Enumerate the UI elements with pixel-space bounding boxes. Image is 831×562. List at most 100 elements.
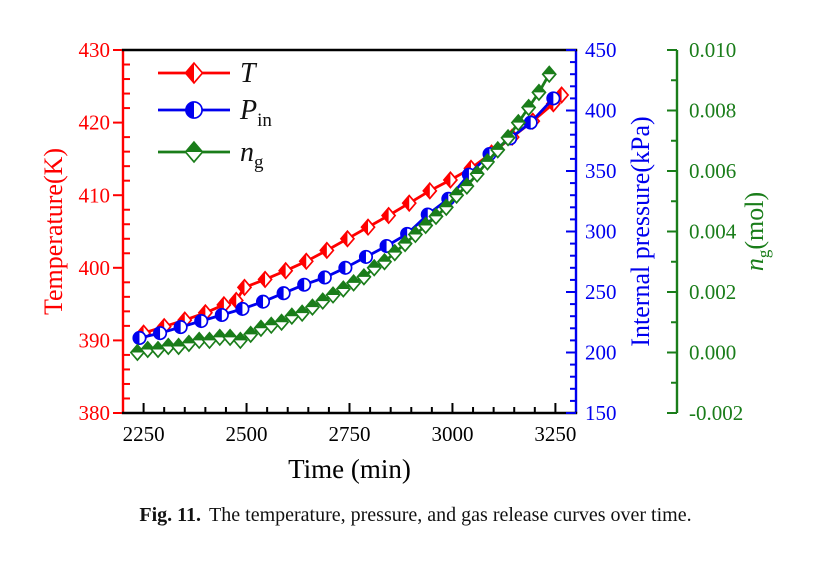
gas-tick-label: 0.008 [689, 99, 736, 123]
series-marker-n_g [213, 329, 227, 338]
series-marker-n_g [151, 341, 165, 350]
series-marker-n_g [232, 331, 248, 350]
series-marker-P_in [132, 330, 147, 346]
series-marker-n_g [140, 340, 156, 359]
series-marker-T [279, 263, 286, 279]
series-marker-P_in [358, 249, 374, 264]
series-marker-n_g [325, 286, 341, 304]
series-marker-P_in [214, 307, 229, 323]
series-marker-n_g [418, 216, 434, 235]
legend-marker-P_in [185, 101, 203, 119]
legend-marker-n_g [185, 142, 203, 152]
series-marker-P_in [153, 326, 168, 341]
series-marker-n_g [273, 313, 290, 332]
series-marker-n_g [469, 165, 485, 183]
series-marker-n_g [161, 338, 175, 347]
series-marker-n_g [356, 267, 372, 286]
series-marker-n_g [212, 328, 228, 347]
series-marker-n_g [223, 329, 237, 338]
series-marker-n_g [511, 115, 525, 123]
pressure-tick-label: 250 [585, 280, 617, 304]
series-marker-T [423, 183, 430, 199]
series-marker-n_g [510, 113, 526, 132]
series-marker-P_in [173, 320, 188, 335]
temperature-tick-label: 400 [79, 256, 111, 280]
series-marker-T [361, 219, 369, 235]
x-tick-label: 2500 [226, 422, 268, 446]
series-marker-n_g [130, 344, 144, 353]
series-line-P_in [139, 97, 555, 340]
series-marker-T [298, 252, 314, 271]
series-marker-n_g [388, 245, 402, 253]
series-marker-T [237, 279, 245, 296]
series-marker-n_g [531, 83, 547, 102]
series-marker-n_g [254, 320, 268, 329]
series-marker-T [278, 261, 294, 280]
series-marker-T [258, 271, 266, 288]
gas-tick-label: 0.002 [689, 280, 736, 304]
x-tick-label: 2250 [123, 422, 165, 446]
series-marker-T [381, 206, 397, 225]
series-marker-n_g [336, 281, 350, 289]
series-marker-n_g [244, 326, 258, 335]
temperature-tick-label: 410 [79, 183, 111, 207]
series-marker-n_g [191, 331, 207, 350]
series-marker-P_in [194, 313, 209, 329]
legend-marker-n_g [184, 140, 204, 164]
series-marker-n_g [438, 198, 454, 217]
x-tick-label: 3250 [534, 422, 576, 446]
legend-marker-T [185, 63, 194, 83]
figure-caption: Fig. 11. The temperature, pressure, and g… [0, 504, 831, 527]
pressure-axis-title: Internal pressure(kPa) [626, 116, 655, 346]
pressure-tick-label: 300 [585, 220, 617, 244]
series-marker-n_g [192, 332, 206, 341]
series-marker-n_g [335, 280, 351, 298]
series-marker-n_g [357, 269, 371, 277]
series-marker-n_g [376, 252, 393, 271]
series-marker-n_g [541, 65, 557, 84]
series-marker-n_g [542, 66, 556, 75]
series-marker-n_g [315, 292, 331, 310]
series-marker-n_g [347, 275, 361, 283]
series-marker-T [401, 194, 417, 213]
series-marker-n_g [243, 325, 259, 344]
series-marker-T [402, 195, 410, 211]
series-marker-T [422, 181, 438, 200]
series-marker-n_g [202, 332, 216, 341]
pressure-tick-label: 150 [585, 401, 617, 425]
pressure-tick-label: 450 [585, 38, 617, 62]
series-marker-n_g [532, 84, 546, 93]
gas-axis-title: ng(mol) [740, 192, 773, 271]
series-marker-P_in [297, 277, 312, 292]
series-marker-T [257, 270, 273, 289]
series-marker-n_g [345, 274, 362, 292]
series-marker-n_g [428, 207, 444, 226]
x-tick-label: 2750 [329, 422, 371, 446]
series-marker-n_g [450, 187, 464, 196]
series-marker-T [553, 86, 570, 104]
series-marker-P_in [379, 238, 394, 254]
series-marker-n_g [305, 299, 319, 308]
series-marker-n_g [264, 317, 278, 326]
series-marker-n_g [182, 335, 196, 344]
series-marker-T [339, 229, 356, 248]
series-marker-T [443, 172, 451, 188]
series-marker-n_g [233, 332, 247, 341]
series-marker-P_in [338, 260, 353, 275]
gas-tick-label: 0.006 [689, 159, 736, 183]
series-marker-n_g [521, 98, 537, 117]
series-marker-T [229, 292, 237, 309]
temperature-tick-label: 380 [79, 401, 111, 425]
series-marker-n_g [419, 217, 433, 226]
series-marker-T [320, 242, 327, 258]
series-marker-P_in [317, 270, 332, 285]
series-marker-n_g [407, 225, 424, 244]
series-marker-T [382, 207, 389, 224]
series-marker-n_g [172, 338, 186, 347]
legend-label-P_in: Pin [239, 95, 272, 131]
series-marker-T [319, 241, 335, 260]
gas-tick-label: 0.004 [689, 220, 737, 244]
series-marker-T [442, 171, 459, 189]
series-marker-P_in [255, 294, 271, 309]
